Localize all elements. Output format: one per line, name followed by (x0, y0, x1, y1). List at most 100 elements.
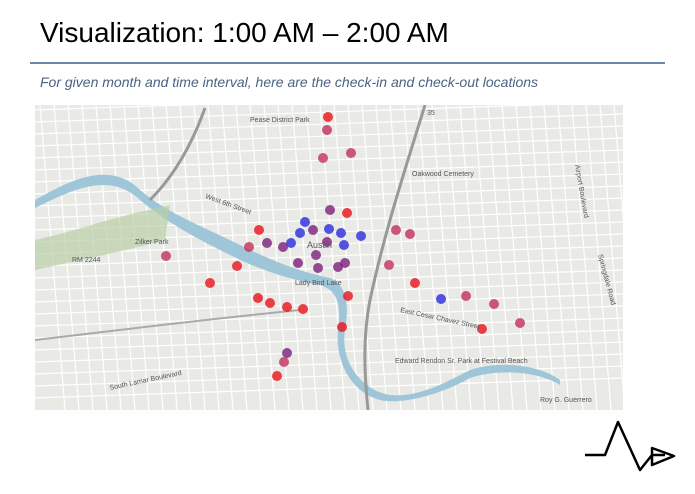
location-dot (161, 251, 171, 261)
street (613, 105, 623, 223)
street (35, 105, 553, 123)
location-dot (346, 148, 356, 158)
street (165, 105, 192, 410)
street (487, 105, 514, 410)
street (571, 105, 598, 410)
location-dot (391, 225, 401, 235)
dots (161, 112, 525, 381)
map-label: Pease District Park (250, 117, 310, 124)
location-dot (356, 231, 366, 241)
street (599, 105, 623, 393)
street (35, 305, 623, 327)
location-dot (323, 112, 333, 122)
street (35, 105, 200, 111)
location-dot (410, 278, 420, 288)
location-dot (308, 225, 318, 235)
location-dot (515, 318, 525, 328)
street (375, 105, 402, 410)
location-dot (324, 224, 334, 234)
location-dot (405, 229, 415, 239)
location-dot (286, 238, 296, 248)
location-dot (298, 304, 308, 314)
location-dot (461, 291, 471, 301)
location-dot (337, 322, 347, 332)
park-area (35, 205, 170, 270)
map: Pease District Park Oakwood Cemetery Aus… (35, 105, 623, 410)
location-dot (232, 261, 242, 271)
map-label: Oakwood Cemetery (412, 171, 474, 178)
street (35, 161, 623, 183)
street (35, 317, 623, 339)
map-label: RM 2244 (72, 257, 101, 264)
location-dot (205, 278, 215, 288)
location-dot (311, 250, 321, 260)
street (35, 281, 623, 303)
street (35, 137, 623, 159)
location-dot (282, 302, 292, 312)
location-dot (253, 293, 263, 303)
map-label: Zilker Park (135, 239, 169, 246)
street (361, 105, 388, 410)
street (137, 105, 164, 410)
street (193, 105, 220, 410)
street (473, 105, 500, 410)
street (35, 149, 623, 171)
street (291, 105, 318, 410)
street (585, 105, 612, 410)
location-dot (339, 240, 349, 250)
location-dot (318, 153, 328, 163)
location-dot (313, 263, 323, 273)
location-dot (262, 238, 272, 248)
street (389, 105, 416, 410)
street (543, 105, 570, 410)
location-dot (272, 371, 282, 381)
location-dot (254, 225, 264, 235)
location-dot (343, 291, 353, 301)
street (35, 329, 623, 351)
location-dot (300, 217, 310, 227)
map-label: Roy G. Guerrero (540, 397, 592, 404)
street (529, 105, 556, 410)
location-dot (340, 258, 350, 268)
location-dot (322, 125, 332, 135)
street (35, 377, 623, 399)
location-dot (282, 348, 292, 358)
highway (148, 107, 207, 202)
street (35, 125, 623, 147)
location-dot (384, 260, 394, 270)
location-dot (278, 242, 288, 252)
street (35, 341, 623, 363)
location-dot (244, 242, 254, 252)
slide-title: Visualization: 1:00 AM – 2:00 AM (40, 17, 449, 48)
location-dot (322, 237, 332, 247)
logo (585, 420, 676, 472)
map-label: 35 (427, 110, 435, 117)
street (333, 105, 360, 410)
map-label: Austin (307, 240, 332, 250)
street (207, 105, 234, 410)
road (35, 309, 301, 341)
location-dot (336, 228, 346, 238)
street (35, 353, 623, 375)
street (35, 257, 623, 279)
street (35, 113, 623, 135)
street (221, 105, 248, 410)
location-dot (436, 294, 446, 304)
street (123, 105, 150, 410)
slide-subtitle: For given month and time interval, here … (40, 74, 538, 90)
location-dot (489, 299, 499, 309)
street (557, 105, 584, 410)
map-label: Lady Bird Lake (295, 280, 342, 287)
street (35, 245, 623, 267)
street (35, 293, 623, 315)
street (501, 105, 528, 410)
location-dot (265, 298, 275, 308)
highway (363, 105, 427, 410)
location-dot (477, 324, 487, 334)
location-dot (342, 208, 352, 218)
location-dot (325, 205, 335, 215)
location-dot (295, 228, 305, 238)
map-label: Edward Rendon Sr. Park at Festival Beach (395, 358, 528, 365)
location-dot (279, 357, 289, 367)
